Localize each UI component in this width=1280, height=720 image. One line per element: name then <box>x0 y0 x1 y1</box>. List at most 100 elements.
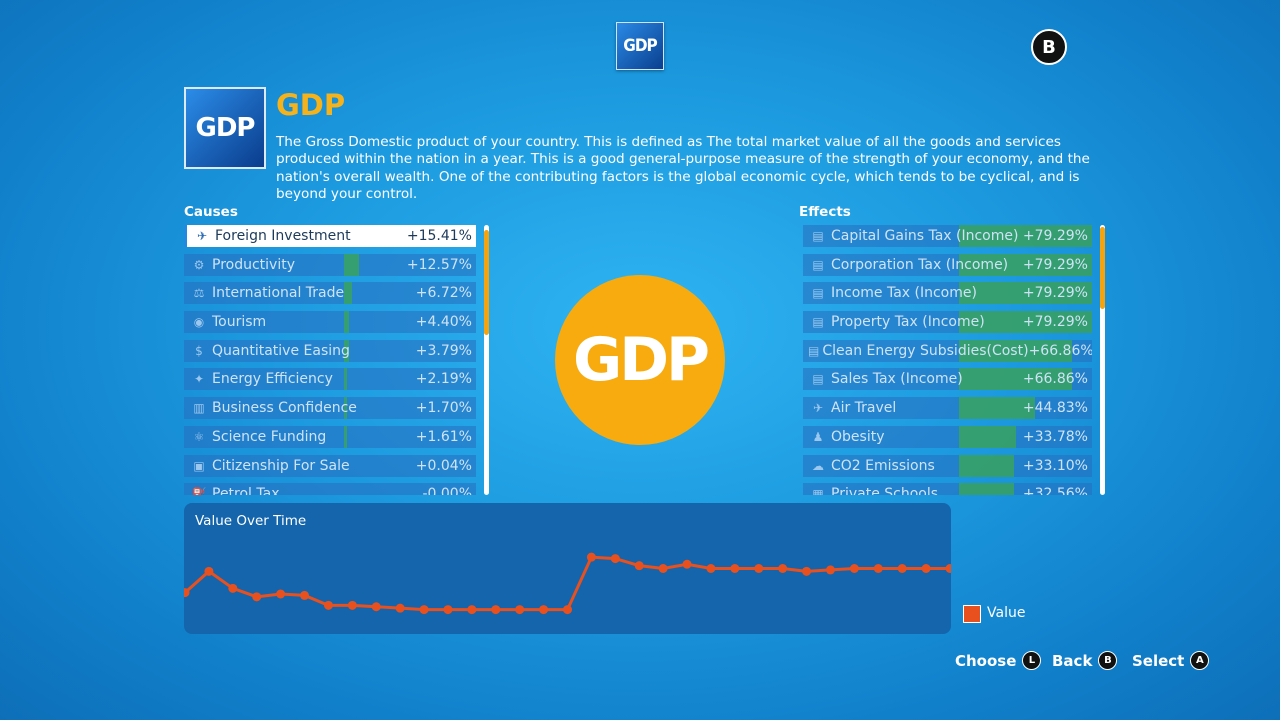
effect-label: Private Schools <box>831 486 939 495</box>
data-point <box>897 564 907 573</box>
cause-row[interactable]: $ Quantitative Easing +3.79% <box>184 339 476 362</box>
data-point <box>563 605 572 615</box>
effect-value: +66.86% <box>1022 371 1088 388</box>
cause-row[interactable]: ⛽ Petrol Tax -0.00% <box>184 483 476 495</box>
cause-row[interactable]: ✦ Energy Efficiency +2.19% <box>184 368 476 391</box>
causes-list[interactable]: ✈ Foreign Investment +15.41% ⚙ Productivity +… <box>184 225 476 495</box>
cause-strength-bar <box>344 253 359 276</box>
money-icon: $ <box>195 343 203 358</box>
cause-row[interactable]: ▥ Business Confidence +1.70% <box>184 397 476 420</box>
data-point <box>347 600 357 610</box>
data-point <box>873 564 883 573</box>
gdp-header-icon: GDP <box>184 87 266 169</box>
data-point <box>467 605 477 615</box>
chart-plot <box>184 552 951 615</box>
effect-row[interactable]: ▦ Private Schools +32.56% <box>803 483 1092 495</box>
effect-label: Capital Gains Tax (Income) <box>831 228 1019 244</box>
data-point <box>825 565 835 575</box>
effect-strength-bar <box>959 425 1017 448</box>
cause-strength-bar <box>344 311 349 334</box>
data-point <box>634 561 644 571</box>
effect-value: +79.29% <box>1022 314 1088 331</box>
data-point <box>184 588 190 598</box>
trade-icon: ⚖ <box>193 286 205 301</box>
cause-label: Business Confidence <box>212 400 357 417</box>
effects-list[interactable]: ▤ Capital Gains Tax (Income) +79.29% ▤ Corpo… <box>803 225 1092 495</box>
cause-row[interactable]: ◉ Tourism +4.40% <box>184 311 476 334</box>
data-point <box>539 605 549 615</box>
effect-strength-bar <box>959 454 1015 477</box>
citizenship-icon: ▣ <box>193 458 205 473</box>
causes-label: Causes <box>184 204 238 220</box>
cause-label: Quantitative Easing <box>212 342 350 359</box>
effect-row[interactable]: ♟ Obesity +33.78% <box>803 425 1092 448</box>
effect-value: +33.10% <box>1022 457 1088 474</box>
cause-strength-bar <box>344 397 347 420</box>
cause-value: +1.61% <box>415 428 472 445</box>
hint-select[interactable]: Select A <box>1132 651 1210 670</box>
back-button[interactable]: B <box>1031 29 1067 65</box>
cause-label: Citizenship For Sale <box>212 457 350 474</box>
effect-label: Air Travel <box>831 400 897 417</box>
b-button-icon: B <box>1098 651 1118 670</box>
data-point <box>252 592 262 602</box>
effect-row[interactable]: ▤ Sales Tax (Income) +66.86% <box>803 368 1092 391</box>
school-icon: ▦ <box>812 487 824 495</box>
effect-value: +79.29% <box>1022 228 1088 244</box>
effect-row[interactable]: ☁ CO2 Emissions +33.10% <box>803 454 1092 477</box>
hint-choose[interactable]: Choose L <box>955 651 1042 670</box>
causes-scroll-thumb[interactable] <box>484 230 489 335</box>
effect-row[interactable]: ✈ Air Travel +44.83% <box>803 397 1092 420</box>
l-button-icon: L <box>1022 651 1042 670</box>
effect-row[interactable]: ▤ Clean Energy Subsidies(Cost) +66.86% <box>803 339 1092 362</box>
effect-strength-bar <box>959 483 1015 495</box>
cause-row[interactable]: ⚛ Science Funding +1.61% <box>184 425 476 448</box>
effect-value: +79.29% <box>1022 256 1088 273</box>
effects-scrollbar[interactable] <box>1100 225 1105 495</box>
cause-row[interactable]: ▣ Citizenship For Sale +0.04% <box>184 454 476 477</box>
cause-value: +6.72% <box>415 285 472 302</box>
effect-label: Sales Tax (Income) <box>831 371 963 388</box>
tax-icon: ▤ <box>812 315 824 330</box>
effect-label: CO2 Emissions <box>831 457 935 474</box>
cause-value: +4.40% <box>415 314 472 331</box>
effect-strength-bar <box>959 368 1072 391</box>
cause-label: Productivity <box>212 256 295 273</box>
cause-label: Foreign Investment <box>215 228 351 244</box>
cause-value: +1.70% <box>415 400 472 417</box>
hint-back[interactable]: Back B <box>1052 651 1118 670</box>
cause-value: -0.00% <box>422 486 472 495</box>
lightbulb-icon: ✦ <box>193 372 205 387</box>
a-button-icon: A <box>1190 651 1210 670</box>
data-point <box>204 566 214 576</box>
hint-back-label: Back <box>1052 651 1093 670</box>
effects-label: Effects <box>799 204 851 220</box>
effect-row[interactable]: ▤ Capital Gains Tax (Income) +79.29% <box>803 225 1092 247</box>
hint-choose-label: Choose <box>955 651 1017 670</box>
cause-row[interactable]: ⚖ International Trade +6.72% <box>184 282 476 305</box>
effects-scroll-thumb[interactable] <box>1100 227 1105 309</box>
causes-scrollbar[interactable] <box>484 225 489 495</box>
cause-row[interactable]: ⚙ Productivity +12.57% <box>184 253 476 276</box>
gdp-top-icon: GDP <box>616 22 664 70</box>
legend-swatch-value <box>963 605 981 623</box>
cause-label: Petrol Tax <box>212 486 280 495</box>
data-point <box>300 590 310 600</box>
cause-strength-bar <box>344 282 352 305</box>
cause-row[interactable]: ✈ Foreign Investment +15.41% <box>184 225 476 247</box>
data-point <box>658 564 668 573</box>
data-point <box>228 583 238 593</box>
effect-strength-bar <box>959 339 1072 362</box>
effect-value: +32.56% <box>1022 486 1088 495</box>
data-point <box>586 552 596 562</box>
business-icon: ▥ <box>193 401 205 416</box>
effect-row[interactable]: ▤ Corporation Tax (Income) +79.29% <box>803 253 1092 276</box>
effect-strength-bar <box>959 282 1092 305</box>
tax-icon: ▤ <box>812 372 824 387</box>
data-point <box>682 559 692 569</box>
effect-row[interactable]: ▤ Income Tax (Income) +79.29% <box>803 282 1092 305</box>
effect-row[interactable]: ▤ Property Tax (Income) +79.29% <box>803 311 1092 334</box>
effect-value: +66.86% <box>1028 342 1092 359</box>
chart-title: Value Over Time <box>195 513 307 529</box>
data-point <box>395 603 405 613</box>
